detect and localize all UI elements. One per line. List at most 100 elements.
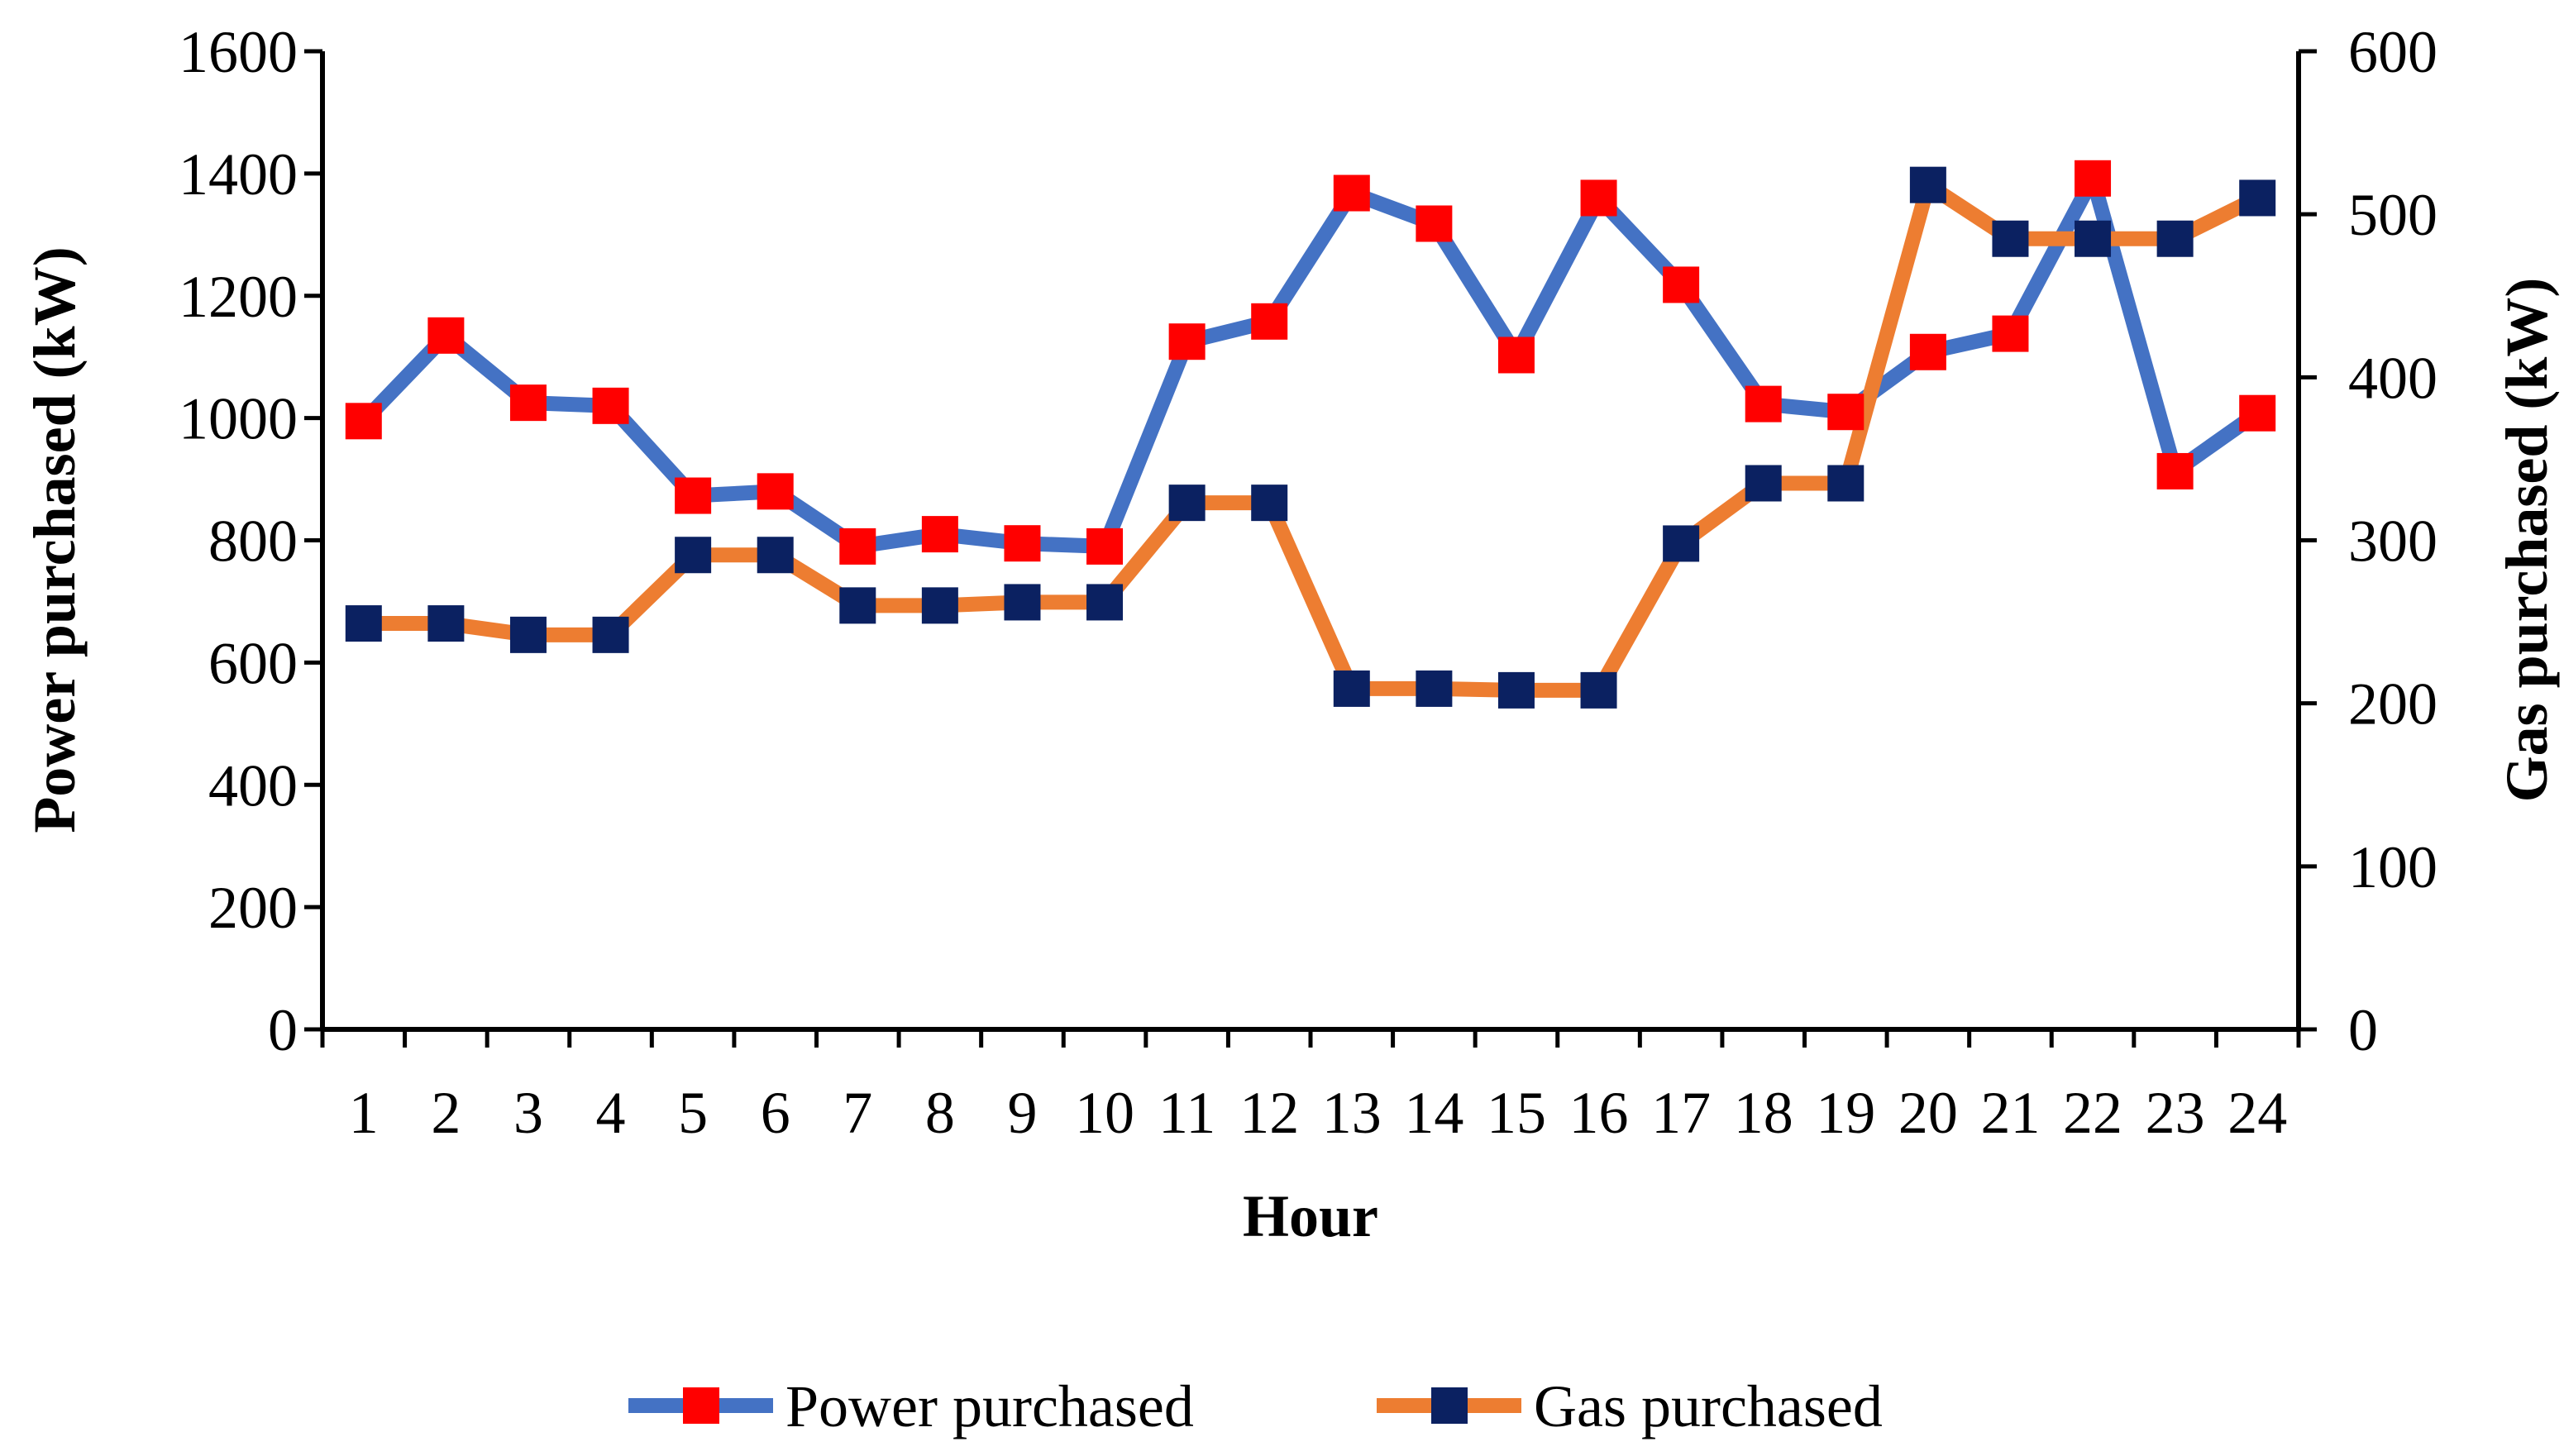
series-1-point xyxy=(427,605,465,642)
x-tick-label: 21 xyxy=(1980,1080,2040,1146)
x-tick-label: 22 xyxy=(2063,1080,2122,1146)
x-tick-label: 23 xyxy=(2146,1080,2205,1146)
series-1-point xyxy=(1168,485,1206,522)
right-y-axis-title: Gas purchased (kW) xyxy=(2494,278,2560,803)
series-0-point xyxy=(1333,174,1370,212)
series-layer xyxy=(345,160,2276,709)
series-1-point xyxy=(757,537,794,574)
series-1-point xyxy=(1663,525,1700,562)
series-0-point xyxy=(1497,337,1535,374)
series-1-point xyxy=(1992,220,2029,257)
series-1-point xyxy=(1497,671,1535,709)
x-tick-label: 7 xyxy=(843,1080,872,1146)
legend-item-power: Power purchased xyxy=(628,1373,1194,1439)
series-1-point xyxy=(2239,179,2276,217)
series-1-point xyxy=(1251,485,1288,522)
x-tick-label: 16 xyxy=(1569,1080,1629,1146)
series-0-point xyxy=(2075,160,2112,197)
y2-tick-label: 200 xyxy=(2348,671,2437,738)
x-tick-label: 20 xyxy=(1898,1080,1958,1146)
series-0-point xyxy=(345,403,382,440)
series-0-point xyxy=(2156,452,2194,489)
series-0-point xyxy=(1168,323,1206,360)
y-tick-label: 400 xyxy=(208,752,298,819)
series-0-point xyxy=(675,477,712,514)
right-y-ticks: 0 100 200 300 400 500 600 xyxy=(2299,19,2437,1063)
series-0-point xyxy=(1086,528,1124,565)
x-tick-label: 24 xyxy=(2227,1080,2287,1146)
series-0-point xyxy=(921,516,958,553)
series-1-point xyxy=(1086,584,1124,621)
series-1-point xyxy=(592,616,629,653)
series-0-point xyxy=(757,473,794,510)
left-y-ticks: 0 200 400 600 800 1000 1200 1400 1600 xyxy=(179,19,322,1063)
x-tick-label: 1 xyxy=(349,1080,379,1146)
x-tick-label: 10 xyxy=(1075,1080,1134,1146)
y-tick-label: 1600 xyxy=(179,19,298,85)
series-1-point xyxy=(2156,220,2194,257)
y-tick-label: 0 xyxy=(268,997,298,1063)
series-1-point xyxy=(1827,465,1865,502)
series-0-point xyxy=(2239,394,2276,432)
y2-tick-label: 500 xyxy=(2348,182,2437,248)
x-tick-label: 9 xyxy=(1007,1080,1037,1146)
y-tick-label: 1200 xyxy=(179,264,298,330)
x-tick-label: 15 xyxy=(1487,1080,1546,1146)
x-axis-title: Hour xyxy=(1243,1183,1378,1249)
legend-gas-marker xyxy=(1431,1387,1468,1424)
series-1-point xyxy=(345,605,382,642)
series-0-point xyxy=(1416,205,1453,242)
series-1-point xyxy=(1004,584,1041,621)
legend-gas-label: Gas purchased xyxy=(1534,1373,1883,1439)
series-0-point xyxy=(839,528,876,565)
series-0-point xyxy=(592,387,629,424)
x-tick-label: 3 xyxy=(513,1080,543,1146)
series-1-point xyxy=(1333,670,1370,707)
y2-tick-label: 0 xyxy=(2348,997,2378,1063)
series-1-point xyxy=(509,616,547,653)
series-1-point xyxy=(2075,220,2112,257)
legend-power-label: Power purchased xyxy=(785,1373,1194,1439)
legend-item-gas: Gas purchased xyxy=(1377,1373,1883,1439)
y2-tick-label: 100 xyxy=(2348,834,2437,900)
x-ticks: 1 2 3 4 5 6 7 8 9 10 11 12 13 14 15 16 17 18 19 20 21 22 23 24 xyxy=(320,1029,2301,1146)
legend-power-marker xyxy=(683,1387,719,1424)
series-0-point xyxy=(1992,315,2029,352)
series-1-point xyxy=(1745,465,1782,502)
series-0-point xyxy=(427,317,465,354)
x-tick-label: 11 xyxy=(1158,1080,1215,1146)
series-1-point xyxy=(1909,166,1946,203)
series-1-point xyxy=(839,587,876,624)
series-0-point xyxy=(509,384,547,422)
series-1-point xyxy=(921,587,958,624)
y-tick-label: 600 xyxy=(208,630,298,696)
series-0-point xyxy=(1004,525,1041,562)
x-tick-label: 19 xyxy=(1816,1080,1875,1146)
left-y-axis-title: Power purchased (kW) xyxy=(21,246,88,833)
series-1-point xyxy=(1416,670,1453,707)
y2-tick-label: 300 xyxy=(2348,508,2437,575)
y-tick-label: 1000 xyxy=(179,386,298,452)
series-line-0 xyxy=(356,170,2266,554)
series-0-point xyxy=(1909,333,1946,370)
series-0-point xyxy=(1251,303,1288,340)
x-tick-label: 13 xyxy=(1322,1080,1382,1146)
y-tick-label: 800 xyxy=(208,508,298,575)
x-tick-label: 8 xyxy=(925,1080,955,1146)
x-tick-label: 18 xyxy=(1734,1080,1793,1146)
y-tick-label: 200 xyxy=(208,875,298,941)
series-0-point xyxy=(1580,179,1617,217)
x-tick-label: 6 xyxy=(761,1080,790,1146)
x-tick-label: 17 xyxy=(1651,1080,1711,1146)
series-1-point xyxy=(1580,671,1617,709)
x-tick-label: 4 xyxy=(596,1080,626,1146)
series-1-point xyxy=(675,537,712,574)
y-tick-label: 1400 xyxy=(179,141,298,208)
legend: Power purchased Gas purchased xyxy=(628,1373,1883,1439)
series-0-point xyxy=(1745,385,1782,422)
y2-tick-label: 600 xyxy=(2348,19,2437,85)
series-0-point xyxy=(1663,266,1700,303)
y2-tick-label: 400 xyxy=(2348,345,2437,411)
x-tick-label: 12 xyxy=(1239,1080,1299,1146)
